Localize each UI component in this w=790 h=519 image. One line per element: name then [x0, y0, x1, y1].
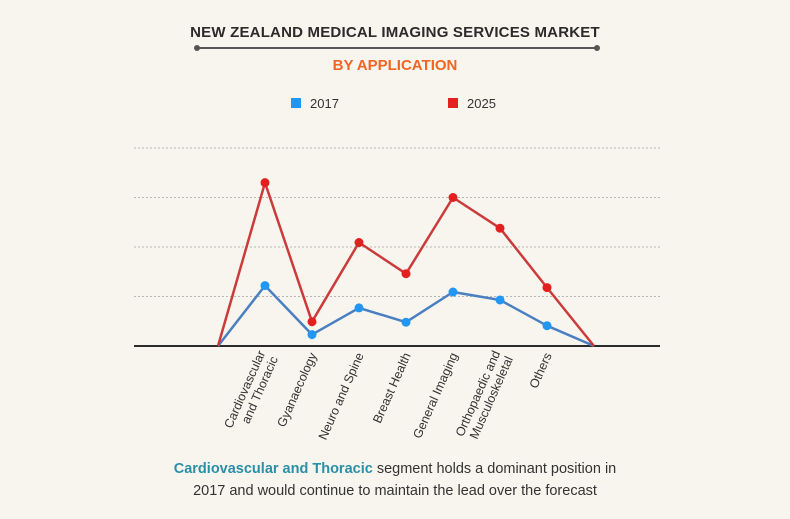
- data-point-2017: [307, 330, 317, 340]
- x-tick-label-line: General Imaging: [410, 350, 460, 440]
- caption-line2: 2017 and would continue to maintain the …: [193, 483, 597, 499]
- x-tick-label: Orthopaedic andMusculoskeletal: [453, 348, 516, 444]
- x-tick-label: Neuro and Spine: [316, 350, 367, 441]
- caption-highlight: Cardiovascular and Thoracic: [173, 461, 373, 477]
- data-point-2017: [495, 295, 505, 305]
- x-tick-label: Breast Health: [370, 350, 414, 425]
- x-tick-label-line: Others: [527, 351, 555, 391]
- gridlines: [134, 147, 660, 297]
- title-underline: [194, 45, 600, 51]
- x-tick-label-line: Gyanaecology: [274, 350, 320, 429]
- data-point-2025: [307, 317, 317, 327]
- x-tick-label-line: Breast Health: [370, 350, 414, 425]
- x-tick-label-text: Gyanaecology: [274, 350, 320, 429]
- x-tick-label-text: Others: [527, 351, 555, 391]
- legend-label-2017: 2017: [310, 95, 339, 111]
- data-point-2017: [354, 303, 364, 313]
- x-tick-labels: Cardiovascularand ThoracicGyanaecologyNe…: [221, 348, 555, 444]
- x-tick-label-text: Breast Health: [370, 350, 414, 425]
- x-tick-label: Others: [527, 351, 555, 391]
- x-tick-label: General Imaging: [410, 350, 460, 440]
- x-tick-label-text: General Imaging: [410, 350, 460, 440]
- legend-swatch-2025: [448, 98, 458, 108]
- data-point-2017: [542, 321, 552, 331]
- chart-caption: Cardiovascular and Thoracic segment hold…: [0, 458, 790, 502]
- chart-subtitle: BY APPLICATION: [332, 57, 458, 74]
- legend-swatch-2017: [291, 98, 301, 108]
- x-tick-label-text: Orthopaedic andMusculoskeletal: [453, 348, 516, 444]
- data-point-2025: [448, 193, 458, 202]
- caption-line1: segment holds a dominant position in: [372, 461, 617, 477]
- data-point-2025: [260, 178, 270, 188]
- chart-title: NEW ZEALAND MEDICAL IMAGING SERVICES MAR…: [190, 24, 600, 41]
- x-tick-label-text: Cardiovascularand Thoracic: [221, 348, 280, 436]
- series-line-2017: [217, 284, 595, 348]
- data-point-2017: [401, 317, 411, 327]
- data-point-2017: [260, 281, 270, 291]
- x-tick-label: Gyanaecology: [274, 350, 320, 429]
- series-markers: [260, 178, 552, 340]
- legend-label-2025: 2025: [467, 95, 496, 111]
- data-point-2025: [401, 269, 411, 279]
- legend-item-2017: 2017: [291, 95, 339, 111]
- legend-item-2025: 2025: [448, 95, 496, 111]
- x-tick-label-text: Neuro and Spine: [316, 350, 367, 441]
- data-point-2025: [354, 238, 364, 248]
- data-point-2025: [542, 283, 552, 293]
- x-tick-label: Cardiovascularand Thoracic: [221, 348, 280, 436]
- data-point-2017: [448, 287, 458, 297]
- data-point-2025: [495, 223, 505, 233]
- x-tick-label-line: Neuro and Spine: [316, 350, 367, 441]
